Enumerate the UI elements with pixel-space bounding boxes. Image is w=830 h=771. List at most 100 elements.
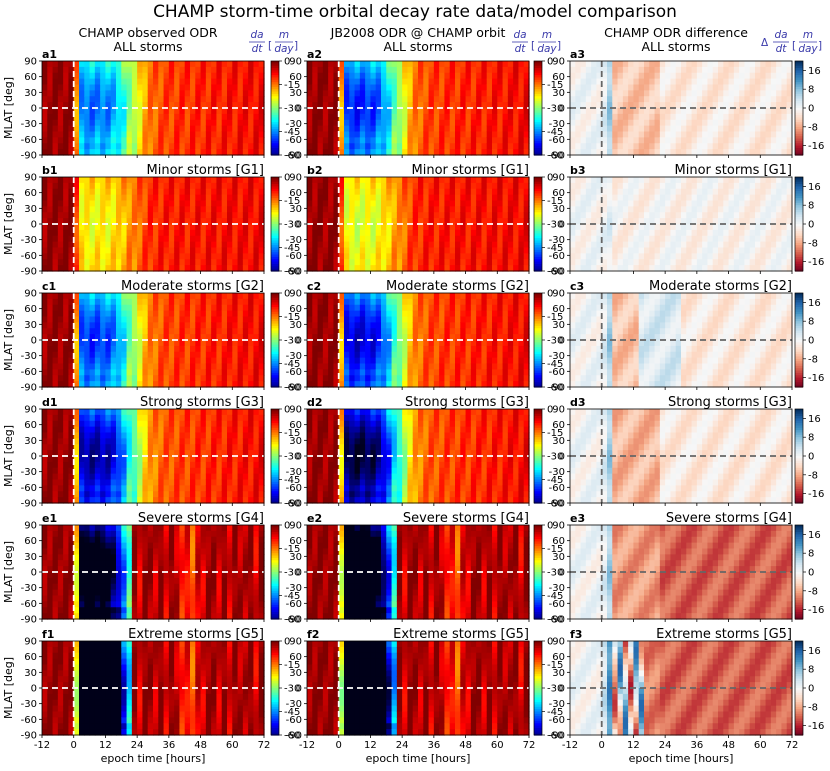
heatmap-cell — [433, 177, 440, 184]
heatmap-cell — [638, 188, 645, 196]
heatmap-cell — [492, 84, 498, 91]
heatmap-cell — [591, 194, 598, 202]
heatmap-cell — [755, 108, 761, 115]
heatmap-cell — [649, 143, 656, 150]
heatmap-cell — [163, 310, 170, 318]
heatmap-cell — [179, 369, 186, 376]
heatmap-cell — [370, 212, 377, 219]
heatmap-cell — [476, 119, 483, 127]
heatmap-cell — [221, 253, 228, 260]
heatmap-cell — [137, 66, 144, 74]
heatmap-cell — [89, 363, 96, 370]
heatmap-cell — [205, 259, 212, 266]
heatmap-cell — [696, 194, 703, 202]
heatmap-cell — [670, 206, 677, 213]
heatmap-cell — [158, 351, 165, 359]
heatmap-cell — [396, 253, 403, 260]
heatmap-cell — [116, 206, 122, 213]
heatmap-cell — [476, 259, 483, 266]
heatmap-cell — [649, 137, 656, 144]
colorbar-tick-label: 8 — [808, 85, 814, 96]
heatmap-cell — [57, 340, 64, 347]
heatmap-cell — [486, 265, 493, 272]
heatmap-cell — [755, 149, 761, 156]
heatmap-cell — [596, 72, 603, 80]
heatmap-cell — [221, 143, 228, 150]
colorbar-segment — [271, 259, 279, 263]
heatmap-cell — [407, 78, 414, 86]
heatmap-cell — [612, 119, 619, 127]
heatmap-cell — [89, 131, 96, 138]
heatmap-cell — [391, 235, 398, 243]
heatmap-cell — [354, 143, 361, 150]
heatmap-cell — [585, 61, 592, 68]
heatmap-cell — [449, 102, 456, 109]
colorbar-segment — [534, 186, 542, 190]
heatmap-cell — [131, 340, 138, 347]
heatmap-cell — [158, 137, 165, 144]
heatmap-cell — [94, 322, 101, 329]
heatmap-cell — [174, 241, 181, 249]
heatmap-cell — [158, 357, 165, 365]
heatmap-cell — [670, 247, 677, 254]
heatmap-cell — [718, 108, 724, 115]
heatmap-cell — [110, 194, 117, 202]
heatmap-cell — [121, 241, 128, 249]
heatmap-cell — [110, 108, 117, 115]
heatmap-cell — [513, 131, 520, 138]
heatmap-cell — [121, 298, 128, 306]
heatmap-cell — [744, 78, 751, 86]
heatmap-cell — [73, 125, 80, 133]
heatmap-cell — [68, 84, 75, 91]
heatmap-cell — [42, 143, 48, 150]
heatmap-cell — [449, 253, 456, 260]
heatmap-cell — [580, 241, 587, 249]
heatmap-cell — [523, 177, 530, 184]
heatmap-cell — [242, 247, 249, 254]
heatmap-cell — [370, 224, 377, 231]
heatmap-cell — [57, 212, 64, 219]
heatmap-cell — [607, 78, 613, 86]
heatmap-cell — [68, 72, 75, 80]
heatmap-cell — [89, 119, 96, 127]
heatmap-cell — [63, 84, 70, 91]
heatmap-cell — [492, 188, 498, 196]
colorbar-segment — [795, 228, 803, 232]
heatmap-cell — [221, 149, 228, 156]
colorbar-segment — [795, 98, 803, 102]
heatmap-cell — [100, 345, 107, 353]
heatmap-cell — [749, 143, 756, 150]
heatmap-cell — [675, 119, 682, 127]
heatmap-cell — [776, 229, 783, 237]
heatmap-cell — [744, 247, 751, 254]
heatmap-cell — [760, 137, 767, 144]
heatmap-cell — [507, 259, 514, 266]
heatmap-cell — [121, 206, 128, 213]
heatmap-cell — [481, 96, 488, 103]
heatmap-cell — [47, 143, 54, 150]
heatmap-cell — [617, 72, 624, 80]
heatmap-cell — [147, 177, 154, 184]
heatmap-cell — [465, 259, 472, 266]
heatmap-cell — [52, 78, 59, 86]
heatmap-cell — [52, 235, 59, 243]
heatmap-cell — [322, 265, 329, 272]
heatmap-cell — [691, 78, 698, 86]
colorbar-segment — [271, 221, 279, 225]
heatmap-cell — [174, 188, 181, 196]
heatmap-cell — [781, 206, 788, 213]
heatmap-cell — [649, 253, 656, 260]
heatmap-cell — [470, 182, 477, 190]
heatmap-cell — [227, 253, 233, 260]
heatmap-cell — [375, 61, 382, 68]
heatmap-cell — [158, 131, 165, 138]
heatmap-cell — [354, 137, 361, 144]
heatmap-cell — [497, 102, 504, 109]
heatmap-cell — [142, 304, 149, 312]
heatmap-cell — [601, 108, 608, 115]
heatmap-cell — [158, 78, 165, 86]
colorbar-segment — [534, 63, 542, 67]
heatmap-cell — [190, 96, 196, 103]
